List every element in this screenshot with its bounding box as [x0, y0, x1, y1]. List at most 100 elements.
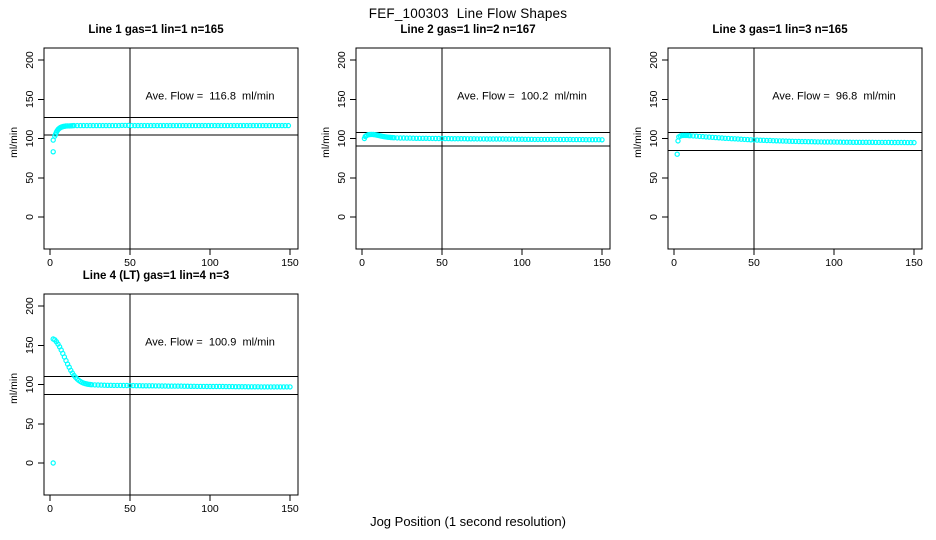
data-point — [264, 384, 271, 390]
data-point — [860, 139, 866, 146]
data-point — [535, 136, 541, 143]
data-point — [274, 384, 280, 390]
data-point — [789, 138, 796, 145]
y-tick-label: 0 — [648, 214, 660, 220]
data-point — [96, 122, 103, 129]
data-point — [191, 383, 197, 390]
data-point — [154, 122, 160, 129]
data-point — [480, 136, 487, 142]
panel-title: Line 1 gas=1 lin=1 n=165 — [88, 24, 224, 36]
data-point — [200, 383, 207, 390]
data-point — [844, 139, 850, 145]
data-point — [516, 136, 522, 142]
panel-line-2: Line 2 gas=1 lin=2 n=167 0 50 100 150 200 0 50 1… — [312, 22, 624, 268]
data-point — [716, 135, 722, 141]
data-point — [197, 383, 204, 390]
data-point — [413, 135, 420, 142]
y-tick-label: 100 — [648, 130, 660, 148]
data-point — [256, 122, 263, 129]
y-tick-label: 0 — [24, 460, 36, 466]
data-point — [242, 383, 248, 390]
data-point — [199, 122, 205, 129]
data-point — [519, 136, 525, 142]
plot-area: 0 50 100 150 200 0 50 100 150 ml/min Ave. Flow = 1… — [8, 47, 299, 268]
y-tick-label: 50 — [648, 172, 660, 184]
figure-title: FEF_100303 Line Flow Shapes — [368, 6, 568, 21]
data-point — [108, 382, 114, 389]
data-point — [87, 122, 93, 129]
data-point — [261, 384, 268, 390]
data-point — [872, 139, 879, 146]
panel-line-1: Line 1 gas=1 lin=1 n=165 0 50 100 150 200 0 50 1… — [0, 22, 312, 268]
data-point — [799, 138, 805, 145]
data-point — [888, 139, 895, 146]
data-point — [112, 122, 119, 129]
data-point — [167, 122, 173, 129]
data-point — [93, 122, 100, 129]
data-point — [188, 383, 194, 390]
data-point — [71, 122, 77, 129]
data-point — [231, 122, 237, 129]
data-point — [560, 136, 567, 143]
data-point — [189, 122, 196, 129]
panel-line-4: Line 4 (LT) gas=1 lin=4 n=3 0 50 100 150 200 0… — [0, 268, 312, 514]
y-axis-label: ml/min — [632, 127, 644, 158]
data-point — [204, 383, 210, 390]
data-point — [580, 136, 586, 143]
data-point — [824, 139, 831, 145]
y-axis-label: ml/min — [320, 127, 332, 158]
data-point — [464, 136, 471, 142]
data-series — [361, 131, 605, 143]
x-axis-label: Jog Position (1 second resolution) — [370, 514, 566, 529]
data-series — [50, 122, 292, 155]
data-point — [407, 135, 413, 141]
data-point — [754, 137, 760, 143]
data-point — [732, 136, 738, 142]
data-point — [266, 122, 272, 129]
data-point — [400, 135, 407, 141]
data-point — [276, 122, 282, 129]
data-point — [162, 383, 168, 389]
data-point — [151, 122, 157, 129]
data-point — [391, 134, 397, 141]
data-point — [234, 122, 240, 129]
data-point — [263, 122, 269, 129]
data-point — [468, 136, 474, 142]
y-tick-label: 0 — [24, 214, 36, 220]
data-point — [687, 132, 693, 139]
plot-box — [667, 47, 923, 250]
data-point — [146, 383, 152, 389]
data-point — [178, 383, 184, 389]
data-point — [455, 135, 461, 142]
data-point — [128, 122, 135, 129]
data-point — [213, 383, 220, 390]
data-point — [423, 135, 429, 142]
data-point — [541, 136, 548, 143]
ave-flow-annotation: Ave. Flow = 100.2 ml/min — [457, 90, 587, 102]
y-tick-label: 150 — [336, 90, 348, 108]
data-point — [260, 122, 266, 129]
data-point — [157, 122, 164, 129]
data-point — [904, 139, 911, 146]
data-point — [232, 383, 239, 390]
data-point — [898, 139, 904, 146]
data-point — [175, 383, 181, 389]
x-tick-label: 50 — [748, 257, 760, 268]
data-point — [709, 134, 716, 141]
data-point — [279, 122, 285, 129]
data-point — [269, 122, 276, 129]
data-point — [493, 136, 500, 142]
data-point — [164, 122, 170, 129]
y-tick-label: 150 — [648, 90, 660, 108]
x-tick-label: 100 — [513, 257, 531, 268]
data-point — [173, 122, 180, 129]
y-tick-label: 50 — [24, 418, 36, 430]
x-tick-label: 100 — [825, 257, 843, 268]
data-point — [834, 139, 840, 145]
y-axis-label: ml/min — [8, 373, 20, 404]
data-point — [397, 135, 404, 141]
data-point — [218, 122, 224, 129]
data-point — [773, 138, 780, 144]
data-point — [186, 122, 192, 129]
data-point — [244, 122, 250, 129]
